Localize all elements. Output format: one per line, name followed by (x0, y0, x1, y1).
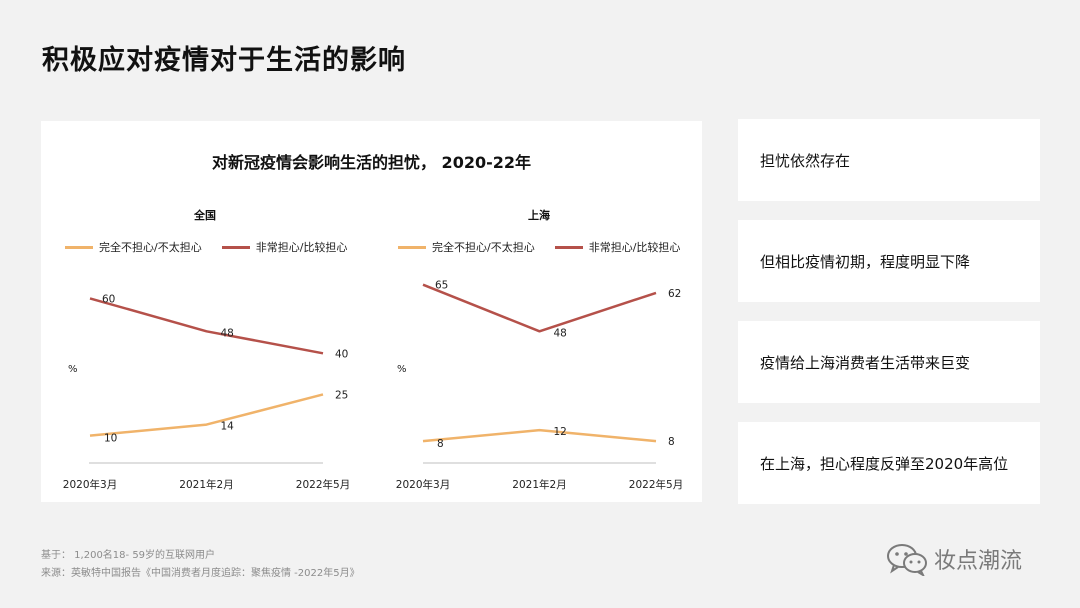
legend-swatch (554, 245, 583, 249)
note-card-2: 但相比疫情初期，程度明显下降 (738, 220, 1040, 302)
legend-national: 完全不担心/不太担心 非常担心/比较担心 (65, 239, 367, 255)
wechat-icon (887, 544, 927, 576)
data-label: 10 (104, 433, 117, 445)
chart-panel: 对新冠疫情会影响生活的担忧， 2020-22年 全国 上海 完全不担心/不太担心… (41, 121, 702, 502)
x-tick-label: 2020年3月 (396, 478, 450, 491)
brand: 妆点潮流 (886, 542, 1022, 576)
y-axis-label-shanghai: % (397, 364, 407, 375)
series-line (422, 428, 657, 443)
data-label: 65 (435, 280, 448, 292)
data-label: 25 (335, 389, 348, 401)
footer-base: 基于： 1,200名18- 59岁的互联网用户 (41, 550, 216, 561)
data-label: 12 (554, 426, 567, 438)
legend-entry: 完全不担心/不太担心 (398, 239, 535, 255)
x-tick-label: 2021年2月 (512, 478, 566, 491)
legend-swatch (221, 245, 250, 249)
x-tick-label: 2021年2月 (179, 478, 233, 491)
brand-name: 妆点潮流 (934, 549, 1023, 574)
legend-shanghai: 完全不担心/不太担心 非常担心/比较担心 (398, 239, 700, 255)
legend-entry: 非常担心/比较担心 (221, 239, 348, 255)
x-tick-label: 2020年3月 (63, 478, 117, 491)
data-label: 8 (668, 436, 675, 448)
note-card-3: 疫情给上海消费者生活带来巨变 (738, 321, 1040, 403)
data-label: 62 (668, 288, 681, 300)
chart-title: 对新冠疫情会影响生活的担忧， 2020-22年 (211, 153, 531, 172)
data-label: 14 (221, 421, 235, 433)
y-axis-label-national: % (68, 364, 78, 375)
data-label: 48 (221, 327, 234, 339)
legend-label: 完全不担心/不太担心 (99, 241, 202, 254)
legend-label: 非常担心/比较担心 (255, 241, 348, 254)
x-tick-label: 2022年5月 (296, 478, 350, 491)
legend-label: 非常担心/比较担心 (588, 241, 681, 254)
legend-swatch (65, 245, 93, 249)
x-tick-label: 2022年5月 (629, 478, 683, 491)
line-chart: 2020年3月 2021年2月 2022年5月 10 14 25 60 48 40 2020年3月… (63, 280, 683, 491)
series-line (89, 393, 324, 437)
legend-label: 完全不担心/不太担心 (432, 241, 535, 254)
panel-subtitle-shanghai: 上海 (528, 209, 550, 222)
data-label: 60 (102, 293, 115, 305)
data-label: 8 (437, 438, 444, 450)
footer-source: 来源：英敏特中国报告《中国消费者月度追踪：聚焦疫情 -2022年5月》 (41, 568, 360, 579)
note-card-1: 担忧依然存在 (738, 119, 1040, 201)
series-line (422, 283, 657, 333)
panel-subtitle-national: 全国 (194, 209, 216, 222)
note-card-4: 在上海，担心程度反弹至2020年高位 (738, 422, 1040, 504)
data-label: 40 (335, 348, 348, 360)
legend-entry: 非常担心/比较担心 (554, 239, 681, 255)
legend-swatch (398, 245, 426, 249)
legend-entry: 完全不担心/不太担心 (65, 239, 202, 255)
series-line (89, 297, 324, 355)
page-title: 积极应对疫情对于生活的影响 (42, 45, 406, 76)
data-label: 48 (554, 327, 567, 339)
